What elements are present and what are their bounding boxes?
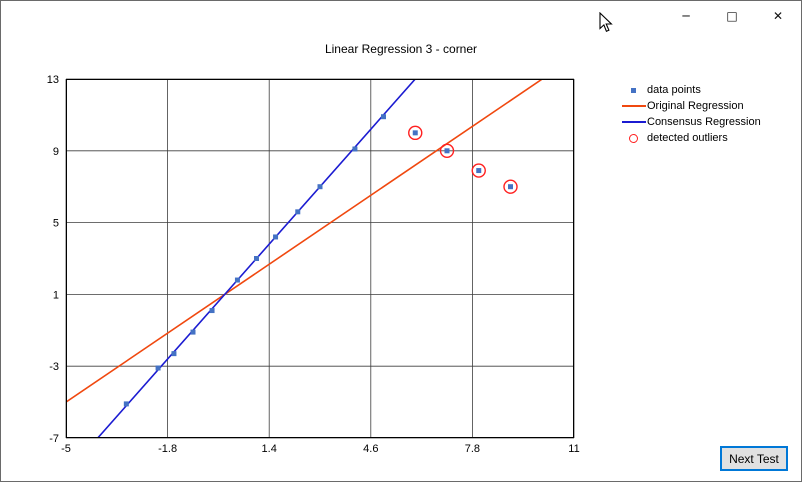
svg-text:-1.8: -1.8 bbox=[158, 443, 177, 455]
maximize-button[interactable]: □ bbox=[709, 1, 755, 31]
chart-title: Linear Regression 3 - corner bbox=[324, 42, 478, 56]
next-test-button[interactable]: Next Test bbox=[720, 446, 788, 471]
legend-label-consensus-regression: Consensus Regression bbox=[647, 116, 761, 128]
legend-label-detected-outliers: detected outliers bbox=[647, 132, 728, 144]
consensus-regression-line-icon bbox=[620, 121, 647, 123]
legend-label-data-points: data points bbox=[647, 84, 701, 96]
legend-item-original-regression: Original Regression bbox=[620, 99, 761, 113]
detected-outliers-circle-icon bbox=[620, 133, 647, 143]
legend-label-original-regression: Original Regression bbox=[647, 100, 744, 112]
svg-text:9: 9 bbox=[53, 146, 59, 158]
window-controls: ─ □ ✕ bbox=[663, 1, 801, 31]
chart-legend: data points Original Regression Consensu… bbox=[620, 83, 761, 145]
mouse-cursor-icon bbox=[599, 12, 613, 33]
minimize-button[interactable]: ─ bbox=[663, 1, 709, 31]
close-button[interactable]: ✕ bbox=[755, 1, 801, 31]
legend-item-data-points: data points bbox=[620, 83, 761, 97]
svg-text:1.4: 1.4 bbox=[262, 443, 277, 455]
svg-text:11: 11 bbox=[568, 443, 579, 455]
svg-text:1: 1 bbox=[53, 289, 59, 301]
original-regression-line-icon bbox=[620, 105, 647, 107]
svg-text:-7: -7 bbox=[49, 433, 59, 445]
svg-text:4.6: 4.6 bbox=[363, 443, 378, 455]
legend-item-consensus-regression: Consensus Regression bbox=[620, 115, 761, 129]
svg-text:5: 5 bbox=[53, 218, 59, 230]
data-points-marker-icon bbox=[620, 87, 647, 93]
legend-item-detected-outliers: detected outliers bbox=[620, 131, 761, 145]
svg-text:-3: -3 bbox=[49, 361, 59, 373]
svg-text:13: 13 bbox=[47, 74, 59, 86]
plot-area: -5 -1.8 1.4 4.6 7.8 11 13 9 5 1 -3 -7 bbox=[47, 74, 580, 455]
svg-text:7.8: 7.8 bbox=[465, 443, 480, 455]
svg-text:-5: -5 bbox=[61, 443, 71, 455]
